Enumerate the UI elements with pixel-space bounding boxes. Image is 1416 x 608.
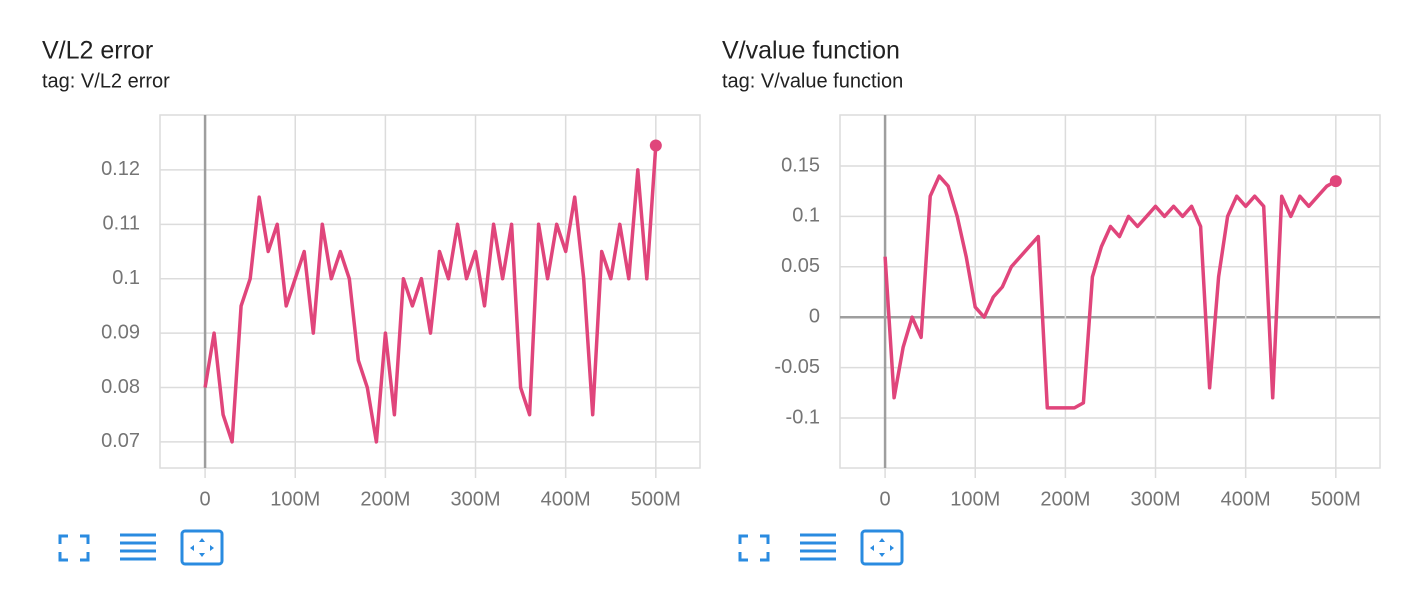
x-tick-label: 500M: [1311, 488, 1361, 510]
x-tick-label: 400M: [1221, 488, 1271, 510]
y-tick-label: 0.09: [101, 321, 140, 343]
chart-subtitle: tag: V/value function: [722, 70, 903, 92]
chart-title: V/L2 error: [42, 37, 153, 65]
y-tick-label: 0.11: [103, 213, 140, 235]
fullscreen-button[interactable]: [738, 534, 770, 562]
y-tick-label: 0.1: [112, 267, 140, 289]
toggle-log-button[interactable]: [800, 533, 836, 561]
series-line: [883, 174, 1337, 410]
x-tick-label: 200M: [1040, 488, 1090, 510]
y-tick-label: 0.08: [101, 376, 140, 398]
x-tick-label: 0: [200, 488, 211, 510]
chart-card: V/value function tag: V/value function -…: [722, 37, 1381, 566]
series-line: [203, 145, 658, 444]
x-tick-label: 300M: [1131, 488, 1181, 510]
plot-frame: [839, 114, 1381, 469]
y-tick-label: 0.1: [792, 205, 820, 227]
x-tick-label: 200M: [360, 488, 410, 510]
plot-frame: [159, 114, 701, 469]
fullscreen-button[interactable]: [58, 534, 90, 562]
chart-subtitle: tag: V/L2 error: [42, 70, 170, 92]
x-tick-label: 500M: [631, 488, 681, 510]
y-tick-label: 0.12: [101, 158, 140, 180]
x-tick-label: 100M: [950, 488, 1000, 510]
y-tick-label: 0.07: [101, 430, 140, 452]
fit-domain-button[interactable]: [860, 529, 904, 566]
chart-title: V/value function: [722, 37, 900, 65]
y-tick-label: -0.05: [774, 356, 820, 378]
x-tick-label: 0: [880, 488, 891, 510]
y-tick-label: 0.05: [781, 255, 820, 277]
last-point: [649, 139, 662, 152]
y-tick-label: 0.15: [781, 154, 820, 176]
toggle-log-button[interactable]: [120, 533, 156, 561]
x-tick-label: 400M: [541, 488, 591, 510]
chart-card: V/L2 error tag: V/L2 error 0.07 0.08 0.09 0…: [42, 37, 701, 566]
last-point: [1329, 175, 1342, 188]
fit-domain-button[interactable]: [180, 529, 224, 566]
y-tick-label: -0.1: [786, 406, 820, 428]
y-tick-label: 0: [809, 305, 820, 327]
x-tick-label: 300M: [451, 488, 501, 510]
x-tick-label: 100M: [270, 488, 320, 510]
